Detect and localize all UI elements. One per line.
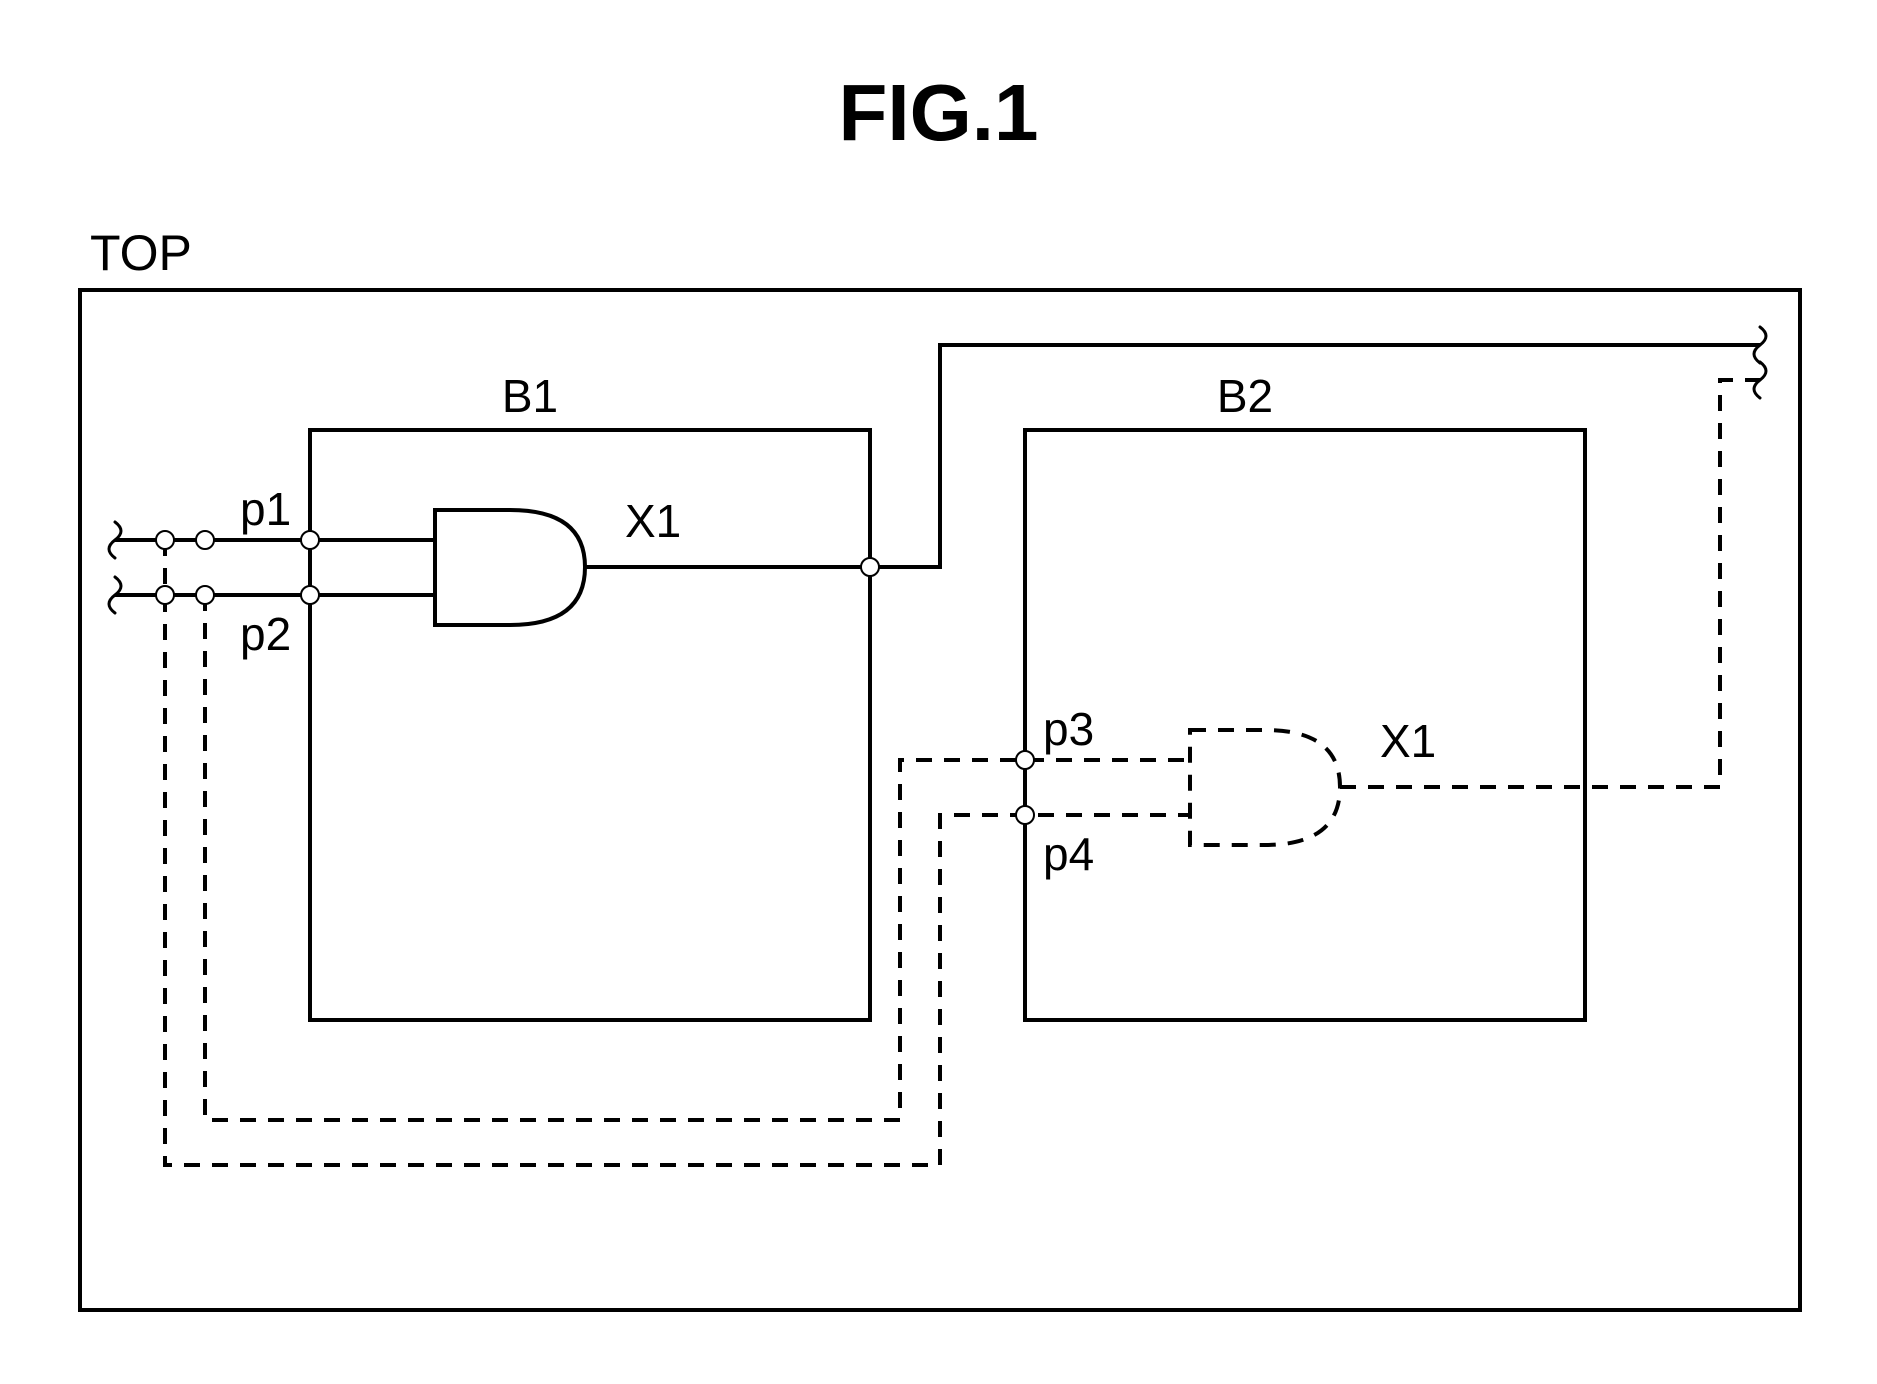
gate-x1-b2-label: X1 xyxy=(1380,715,1436,767)
port-p4 xyxy=(1016,806,1034,824)
figure-title: FIG.1 xyxy=(838,68,1038,157)
port-p1 xyxy=(301,531,319,549)
port-ext-in2 xyxy=(156,586,174,604)
port-p3 xyxy=(1016,751,1034,769)
port-label-p3: p3 xyxy=(1043,703,1094,755)
port-label-p2: p2 xyxy=(240,608,291,660)
outer-box-label: TOP xyxy=(90,225,192,281)
port-ext-in1b xyxy=(196,531,214,549)
block-B1 xyxy=(310,430,870,1020)
block-label-B1: B1 xyxy=(502,370,558,422)
gate-x1-b1 xyxy=(435,510,585,625)
block-B2 xyxy=(1025,430,1585,1020)
port-ext-in1 xyxy=(156,531,174,549)
gate-x1-b1-label: X1 xyxy=(625,495,681,547)
port-label-p4: p4 xyxy=(1043,828,1094,880)
wire-dashed xyxy=(165,540,1190,1165)
port-p2 xyxy=(301,586,319,604)
port-ext-in2b xyxy=(196,586,214,604)
block-label-B2: B2 xyxy=(1217,370,1273,422)
gate-x1-b2 xyxy=(1190,730,1340,845)
port-label-p1: p1 xyxy=(240,483,291,535)
port-b1-out xyxy=(861,558,879,576)
